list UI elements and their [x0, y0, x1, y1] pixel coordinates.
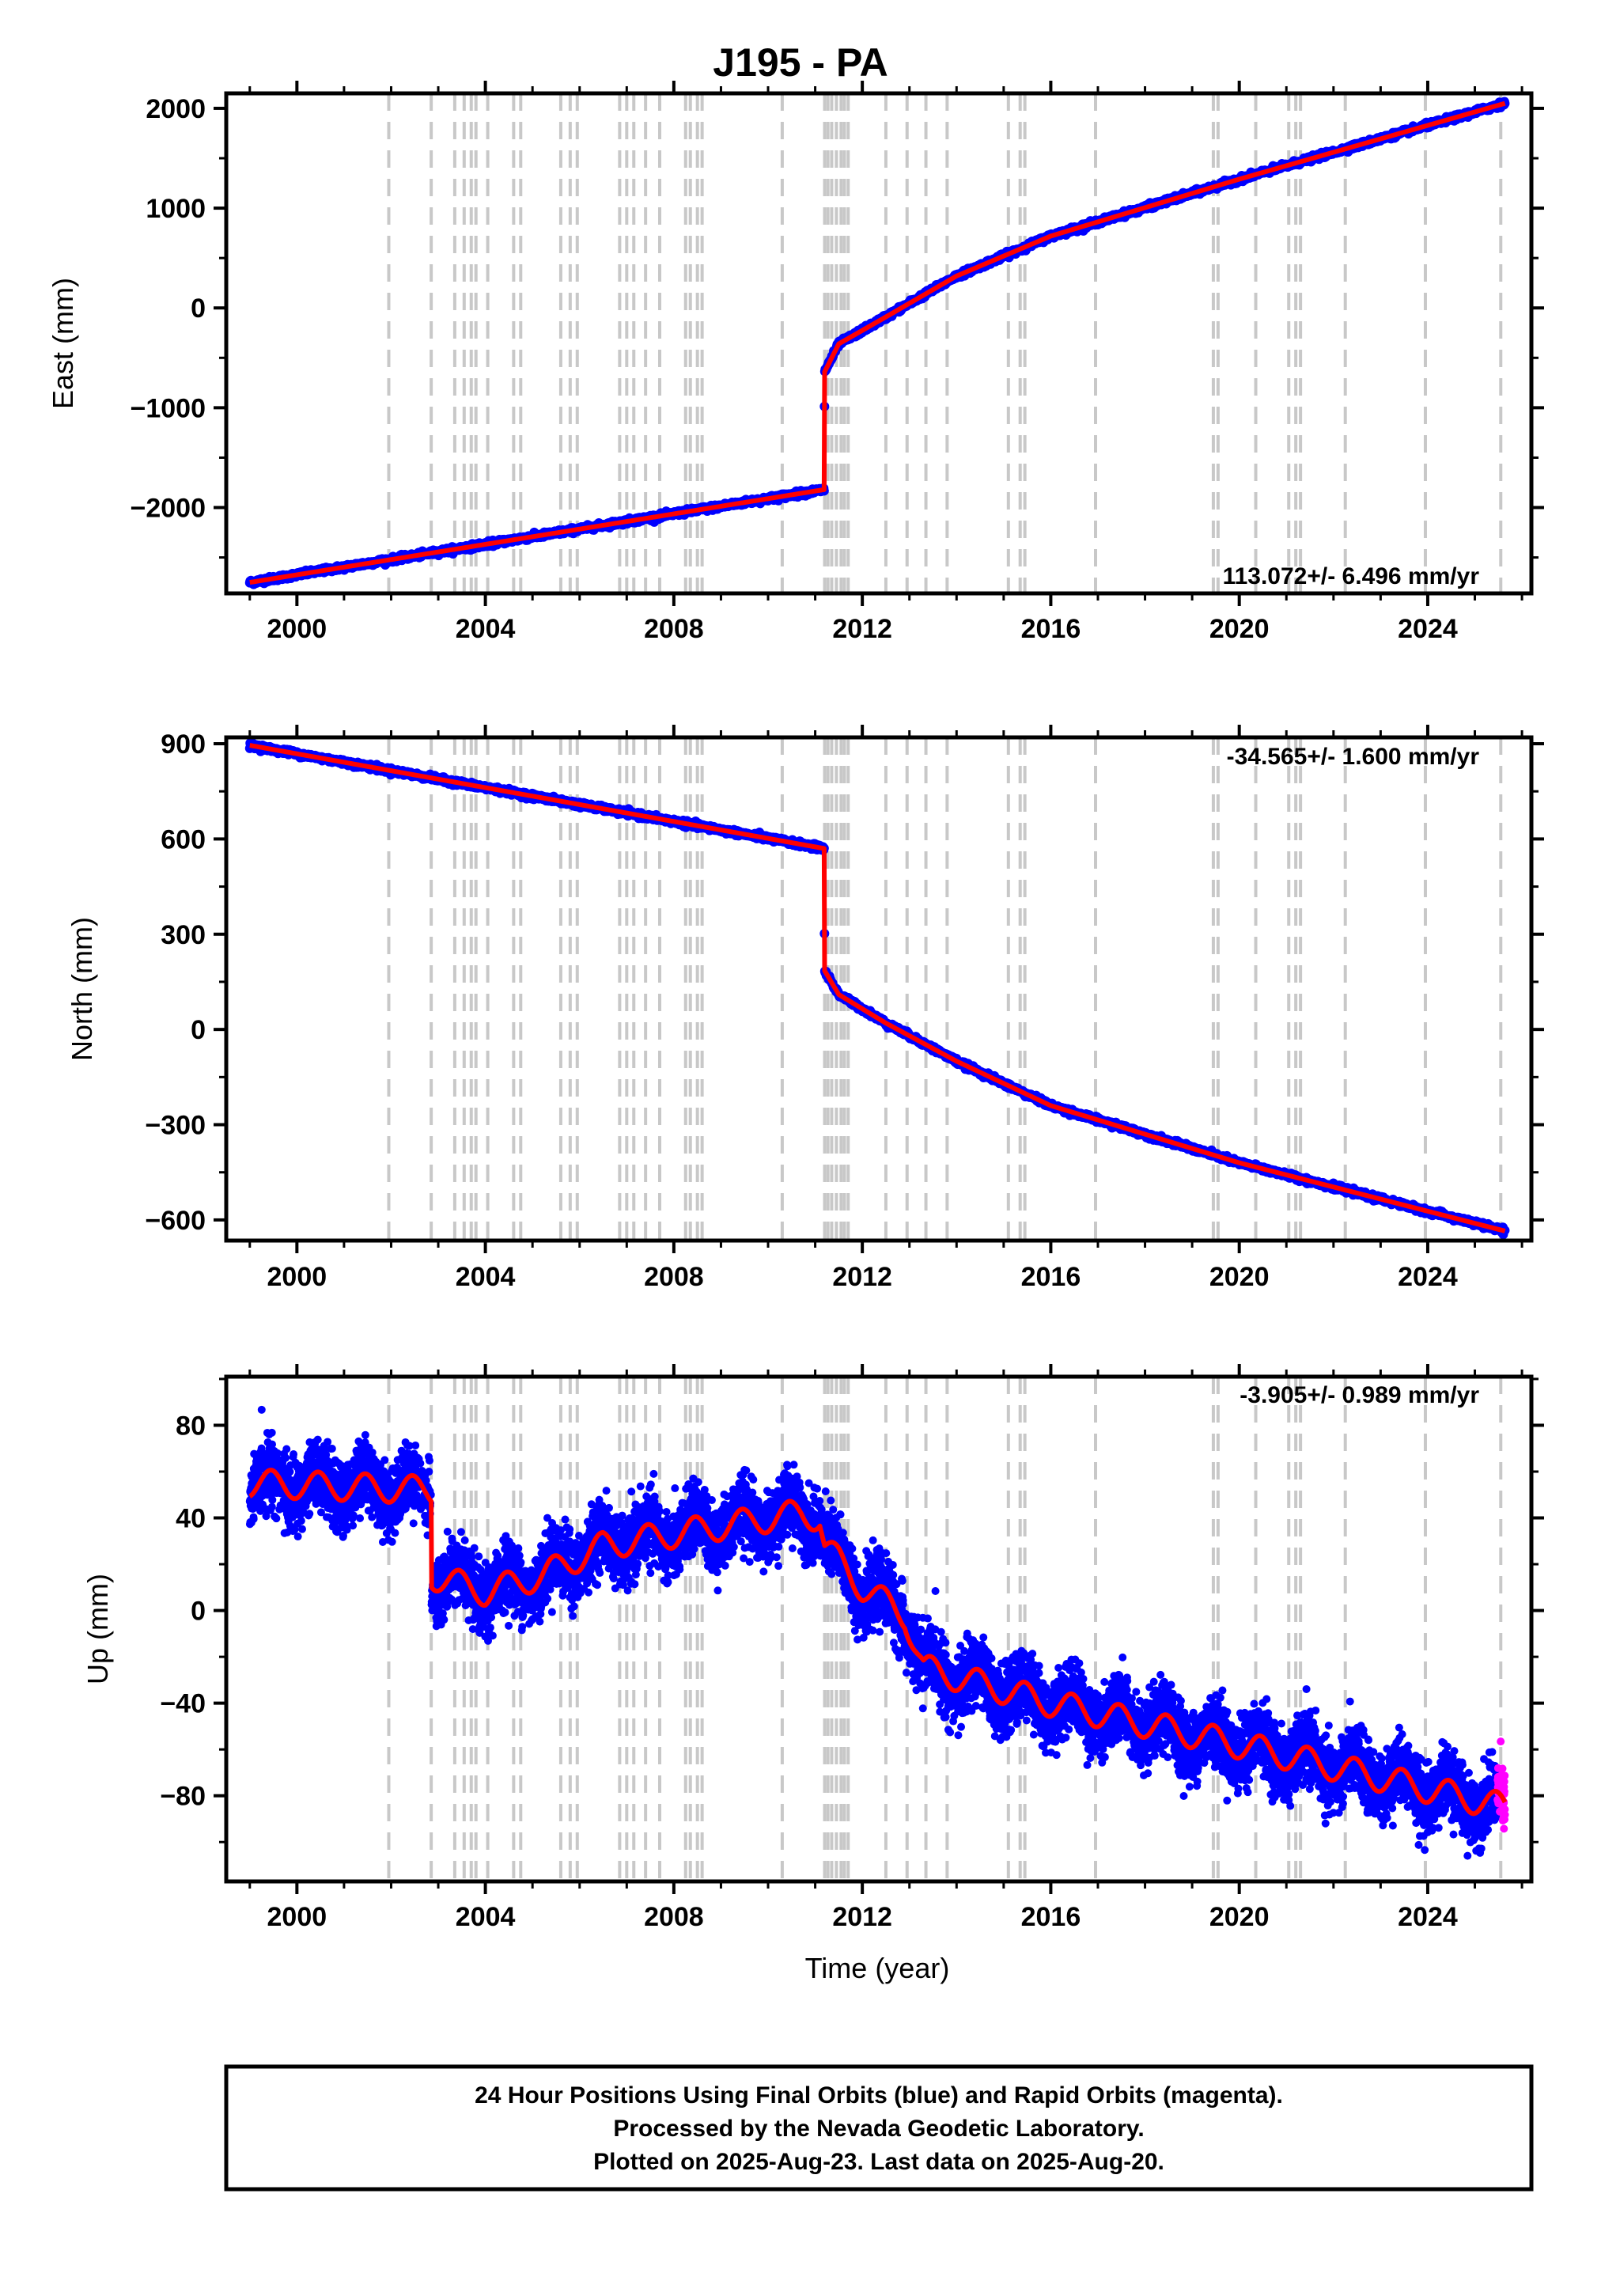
x-tick-label: 2020	[1209, 614, 1270, 644]
east-y-axis-label: East (mm)	[47, 278, 79, 409]
x-tick-label: 2000	[267, 614, 327, 644]
y-tick-label: −1000	[131, 393, 206, 423]
y-tick-label: 2000	[146, 94, 206, 124]
x-tick-label: 2024	[1398, 614, 1458, 644]
north-event-lines	[389, 737, 1501, 1241]
chart-title: J195 - PA	[713, 40, 888, 85]
y-tick-label: 1000	[146, 194, 206, 224]
east-event-lines	[389, 93, 1501, 593]
x-tick-label: 2008	[644, 614, 704, 644]
x-tick-label: 2012	[832, 614, 892, 644]
north-panel: 2000 2004 2008 2012 2016 2020 2024−600−3000300…	[66, 725, 1544, 1292]
east-plot-frame	[226, 93, 1531, 593]
north-final-points	[245, 738, 1510, 1239]
x-tick-label: 2004	[456, 614, 516, 644]
east-rate-label: 113.072+/- 6.496 mm/yr	[1223, 563, 1480, 589]
x-tick-label: 2016	[1021, 614, 1081, 644]
east-model-line	[250, 104, 1505, 583]
east-panel: 2000 2004 2008 2012 2016 2020 2024 −2000 −1000 0 1…	[47, 81, 1544, 644]
y-tick-label: 0	[191, 294, 206, 324]
y-tick-label: −2000	[131, 494, 206, 524]
model-fit-line	[250, 104, 1505, 583]
east-final-points	[245, 97, 1510, 589]
